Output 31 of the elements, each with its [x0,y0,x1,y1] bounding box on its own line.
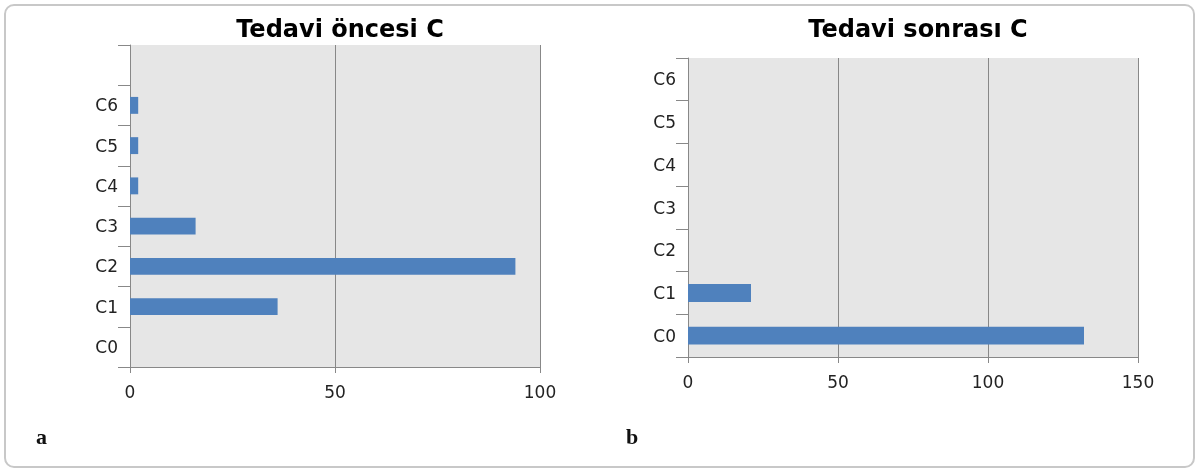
y-tick-label: C6 [95,95,118,116]
y-tick-label: C6 [653,69,676,90]
y-tick-label: C3 [653,197,676,218]
text: b [626,423,639,449]
x-tick-label: 100 [971,371,1005,392]
y-tick-label: C3 [95,216,118,237]
y-tick-label: C1 [95,296,118,317]
bar [130,177,139,195]
bar [130,257,516,275]
y-tick-label: C1 [653,282,676,303]
y-tick-label: C0 [95,336,118,357]
y-tick-label: C2 [653,240,676,261]
x-tick-label: 50 [324,381,346,402]
y-tick-label: C4 [653,154,676,175]
y-tick-label: C2 [95,256,118,277]
text: a [36,423,47,449]
y-tick-label: C4 [95,175,118,196]
bar [130,96,139,114]
x-tick-label: 50 [827,371,849,392]
bar [130,298,278,316]
x-tick-label: 0 [124,381,136,402]
x-tick-label: 100 [523,381,557,402]
x-tick-label: 0 [682,371,694,392]
chart-title: Tedavi sonrası C [808,15,1028,43]
y-tick-label: C5 [95,135,118,156]
y-tick-label: C5 [653,112,676,133]
y-tick-label: C0 [653,325,676,346]
chart-title: Tedavi öncesi C [236,15,444,43]
bar [130,137,139,155]
bar [130,217,196,235]
x-tick-label: 150 [1121,371,1155,392]
